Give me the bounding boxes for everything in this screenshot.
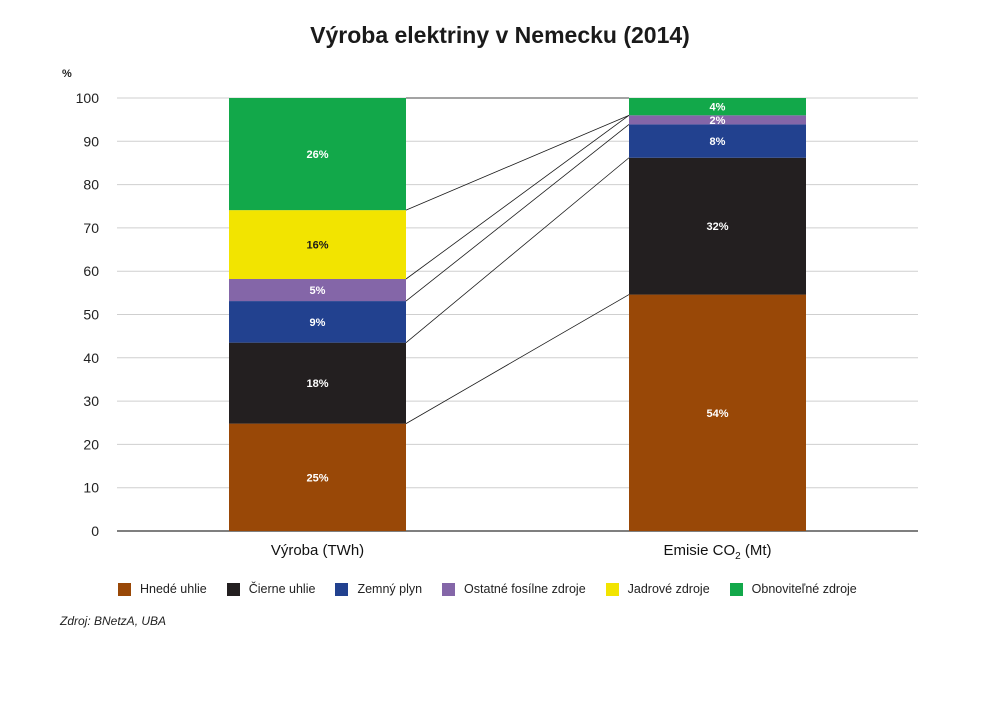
legend-item: Obnoviteľné zdroje [729,582,857,596]
chart-title: Výroba elektriny v Nemecku (2014) [310,22,690,48]
y-tick-label: 0 [91,523,99,539]
bar-segment [629,157,806,295]
bar-segment [229,278,406,302]
bar-segment [229,342,406,424]
legend-swatch [729,582,743,596]
data-label: 2% [710,115,726,127]
legend-item: Hnedé uhlie [118,582,207,596]
bars: 25% 18% 9% 5% 16% 26% 54% 32% 8% 2%4% [229,98,806,531]
bar-segment [229,301,406,343]
legend-label: Jadrové zdroje [627,582,710,596]
data-label: 18% [306,378,328,390]
legend: Hnedé uhlie Čierne uhlie Zemný plyn Ostatné… [118,579,877,599]
connector-line [405,157,630,343]
y-tick-label: 60 [83,263,99,279]
y-tick-label: 80 [83,177,99,193]
y-axis: 0 10 20 30 40 50 60 70 80 90 100 [76,90,100,539]
legend-swatch [605,582,619,596]
connector-lines [405,97,630,424]
data-label: 26% [306,149,328,161]
legend-item: Ostatné fosílne zdroje [442,582,586,596]
legend-swatch [335,582,349,596]
bar-segment [629,98,806,116]
legend-label: Čierne uhlie [248,582,316,596]
bar-segment [629,115,806,125]
data-label: 16% [306,240,328,252]
legend-swatch [442,582,456,596]
legend-item: Jadrové zdroje [605,582,710,596]
x-axis: Výroba (TWh) Emisie CO2 (Mt) [271,542,772,562]
data-label: 5% [310,285,326,297]
data-label: 8% [710,136,726,148]
y-tick-label: 20 [83,436,99,452]
y-tick-label: 50 [83,307,99,323]
data-label: 9% [310,317,326,329]
data-label: 32% [706,221,728,233]
y-tick-label: 90 [83,133,99,149]
y-tick-label: 10 [83,480,99,496]
x-category-label: Emisie CO2 (Mt) [663,542,771,562]
legend-item: Zemný plyn [335,582,422,596]
legend-label: Zemný plyn [357,582,423,596]
y-tick-label: 30 [83,393,99,409]
stacked-bar-chart: 0 10 20 30 40 50 60 70 80 90 100 % 25% 18% 9% 5% 16% 26… [62,68,918,562]
legend-swatch [226,582,240,596]
legend-label: Hnedé uhlie [140,582,207,596]
connector-line [405,294,630,424]
connector-line [405,114,630,280]
bar-segment [229,423,406,531]
y-unit-label: % [62,68,72,80]
legend-label: Ostatné fosílne zdroje [464,582,586,596]
connector-line [405,124,630,302]
source-note: Zdroj: BNetzA, UBA [60,614,167,628]
x-category-label: Výroba (TWh) [271,542,364,559]
y-tick-label: 100 [76,90,100,106]
connector-line [405,114,630,211]
bar-segment [229,210,406,279]
bar-segment [629,124,806,158]
bar-segment [629,294,806,531]
legend-label: Obnoviteľné zdroje [751,582,857,596]
data-label: 25% [306,472,328,484]
y-tick-label: 40 [83,350,99,366]
data-label: 4% [710,102,726,114]
bar-segment [229,98,406,211]
legend-item: Čierne uhlie [226,582,316,596]
legend-swatch [118,582,131,596]
data-label: 54% [706,408,728,420]
y-tick-label: 70 [83,220,99,236]
